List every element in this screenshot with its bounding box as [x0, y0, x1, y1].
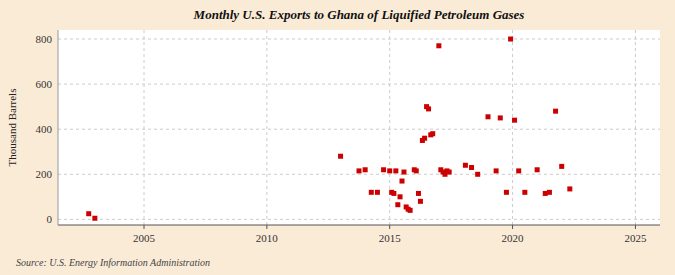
- point: [338, 154, 343, 159]
- x-tick-label: 2020: [502, 232, 525, 244]
- chart: 0 200 400 600 800 2005 2010 2015 2020 2025 Monthly…: [0, 0, 675, 275]
- source-note: Source: U.S. Energy Information Administ…: [16, 257, 210, 268]
- point: [86, 211, 91, 216]
- y-tick-label: 400: [36, 123, 53, 135]
- point: [381, 167, 386, 172]
- grid-line-y: [58, 84, 660, 85]
- point: [401, 170, 406, 175]
- point: [387, 168, 392, 173]
- grid-line-y: [58, 129, 660, 130]
- point: [469, 165, 474, 170]
- point: [430, 131, 435, 136]
- point: [486, 114, 491, 119]
- point: [369, 190, 374, 195]
- point: [547, 190, 552, 195]
- x-tick: [512, 225, 513, 229]
- y-axis-line: [58, 30, 59, 225]
- point: [567, 186, 572, 191]
- y-tick-label: 800: [36, 33, 53, 45]
- point: [516, 168, 521, 173]
- point: [494, 168, 499, 173]
- point: [408, 208, 413, 213]
- y-tick-label: 200: [36, 168, 53, 180]
- point: [498, 115, 503, 120]
- point: [422, 136, 427, 141]
- title: Monthly U.S. Exports to Ghana of Liquifi…: [193, 7, 525, 22]
- point: [416, 191, 421, 196]
- point: [393, 168, 398, 173]
- point: [92, 216, 97, 221]
- point: [447, 170, 452, 175]
- background: [0, 0, 675, 275]
- x-tick: [389, 225, 390, 229]
- point: [395, 202, 400, 207]
- point: [436, 43, 441, 48]
- point: [504, 190, 509, 195]
- grid-line-x: [635, 30, 636, 225]
- grid-line-y: [58, 219, 660, 220]
- x-tick: [144, 225, 145, 229]
- points: [86, 37, 572, 221]
- x-tick: [266, 225, 267, 229]
- x-tick-label: 2025: [624, 232, 647, 244]
- grid-line-x: [389, 30, 390, 225]
- point: [475, 172, 480, 177]
- point: [508, 37, 513, 42]
- grid-line-y: [58, 39, 660, 40]
- x-tick: [635, 225, 636, 229]
- point: [398, 194, 403, 199]
- x-tick-label: 2005: [133, 232, 156, 244]
- point: [414, 168, 419, 173]
- point: [426, 106, 431, 111]
- x-tick-label: 2010: [256, 232, 279, 244]
- grid-line-x: [512, 30, 513, 225]
- point: [512, 118, 517, 123]
- y-tick-label: 600: [36, 78, 53, 90]
- y-axis-label: Thousand Barrels: [6, 89, 18, 167]
- point: [463, 163, 468, 168]
- point: [559, 164, 564, 169]
- grid-line-y: [58, 174, 660, 175]
- point: [522, 190, 527, 195]
- x-axis-line: [58, 225, 660, 226]
- point: [535, 167, 540, 172]
- point: [363, 167, 368, 172]
- grid-line-x: [266, 30, 267, 225]
- grid-line-x: [144, 30, 145, 225]
- point: [375, 190, 380, 195]
- point: [391, 191, 396, 196]
- point: [400, 179, 405, 184]
- point: [418, 199, 423, 204]
- point: [357, 168, 362, 173]
- point: [553, 109, 558, 114]
- x-tick-label: 2015: [379, 232, 402, 244]
- plot-area: [58, 30, 660, 225]
- grid: [58, 30, 660, 225]
- y-tick-label: 0: [47, 213, 53, 225]
